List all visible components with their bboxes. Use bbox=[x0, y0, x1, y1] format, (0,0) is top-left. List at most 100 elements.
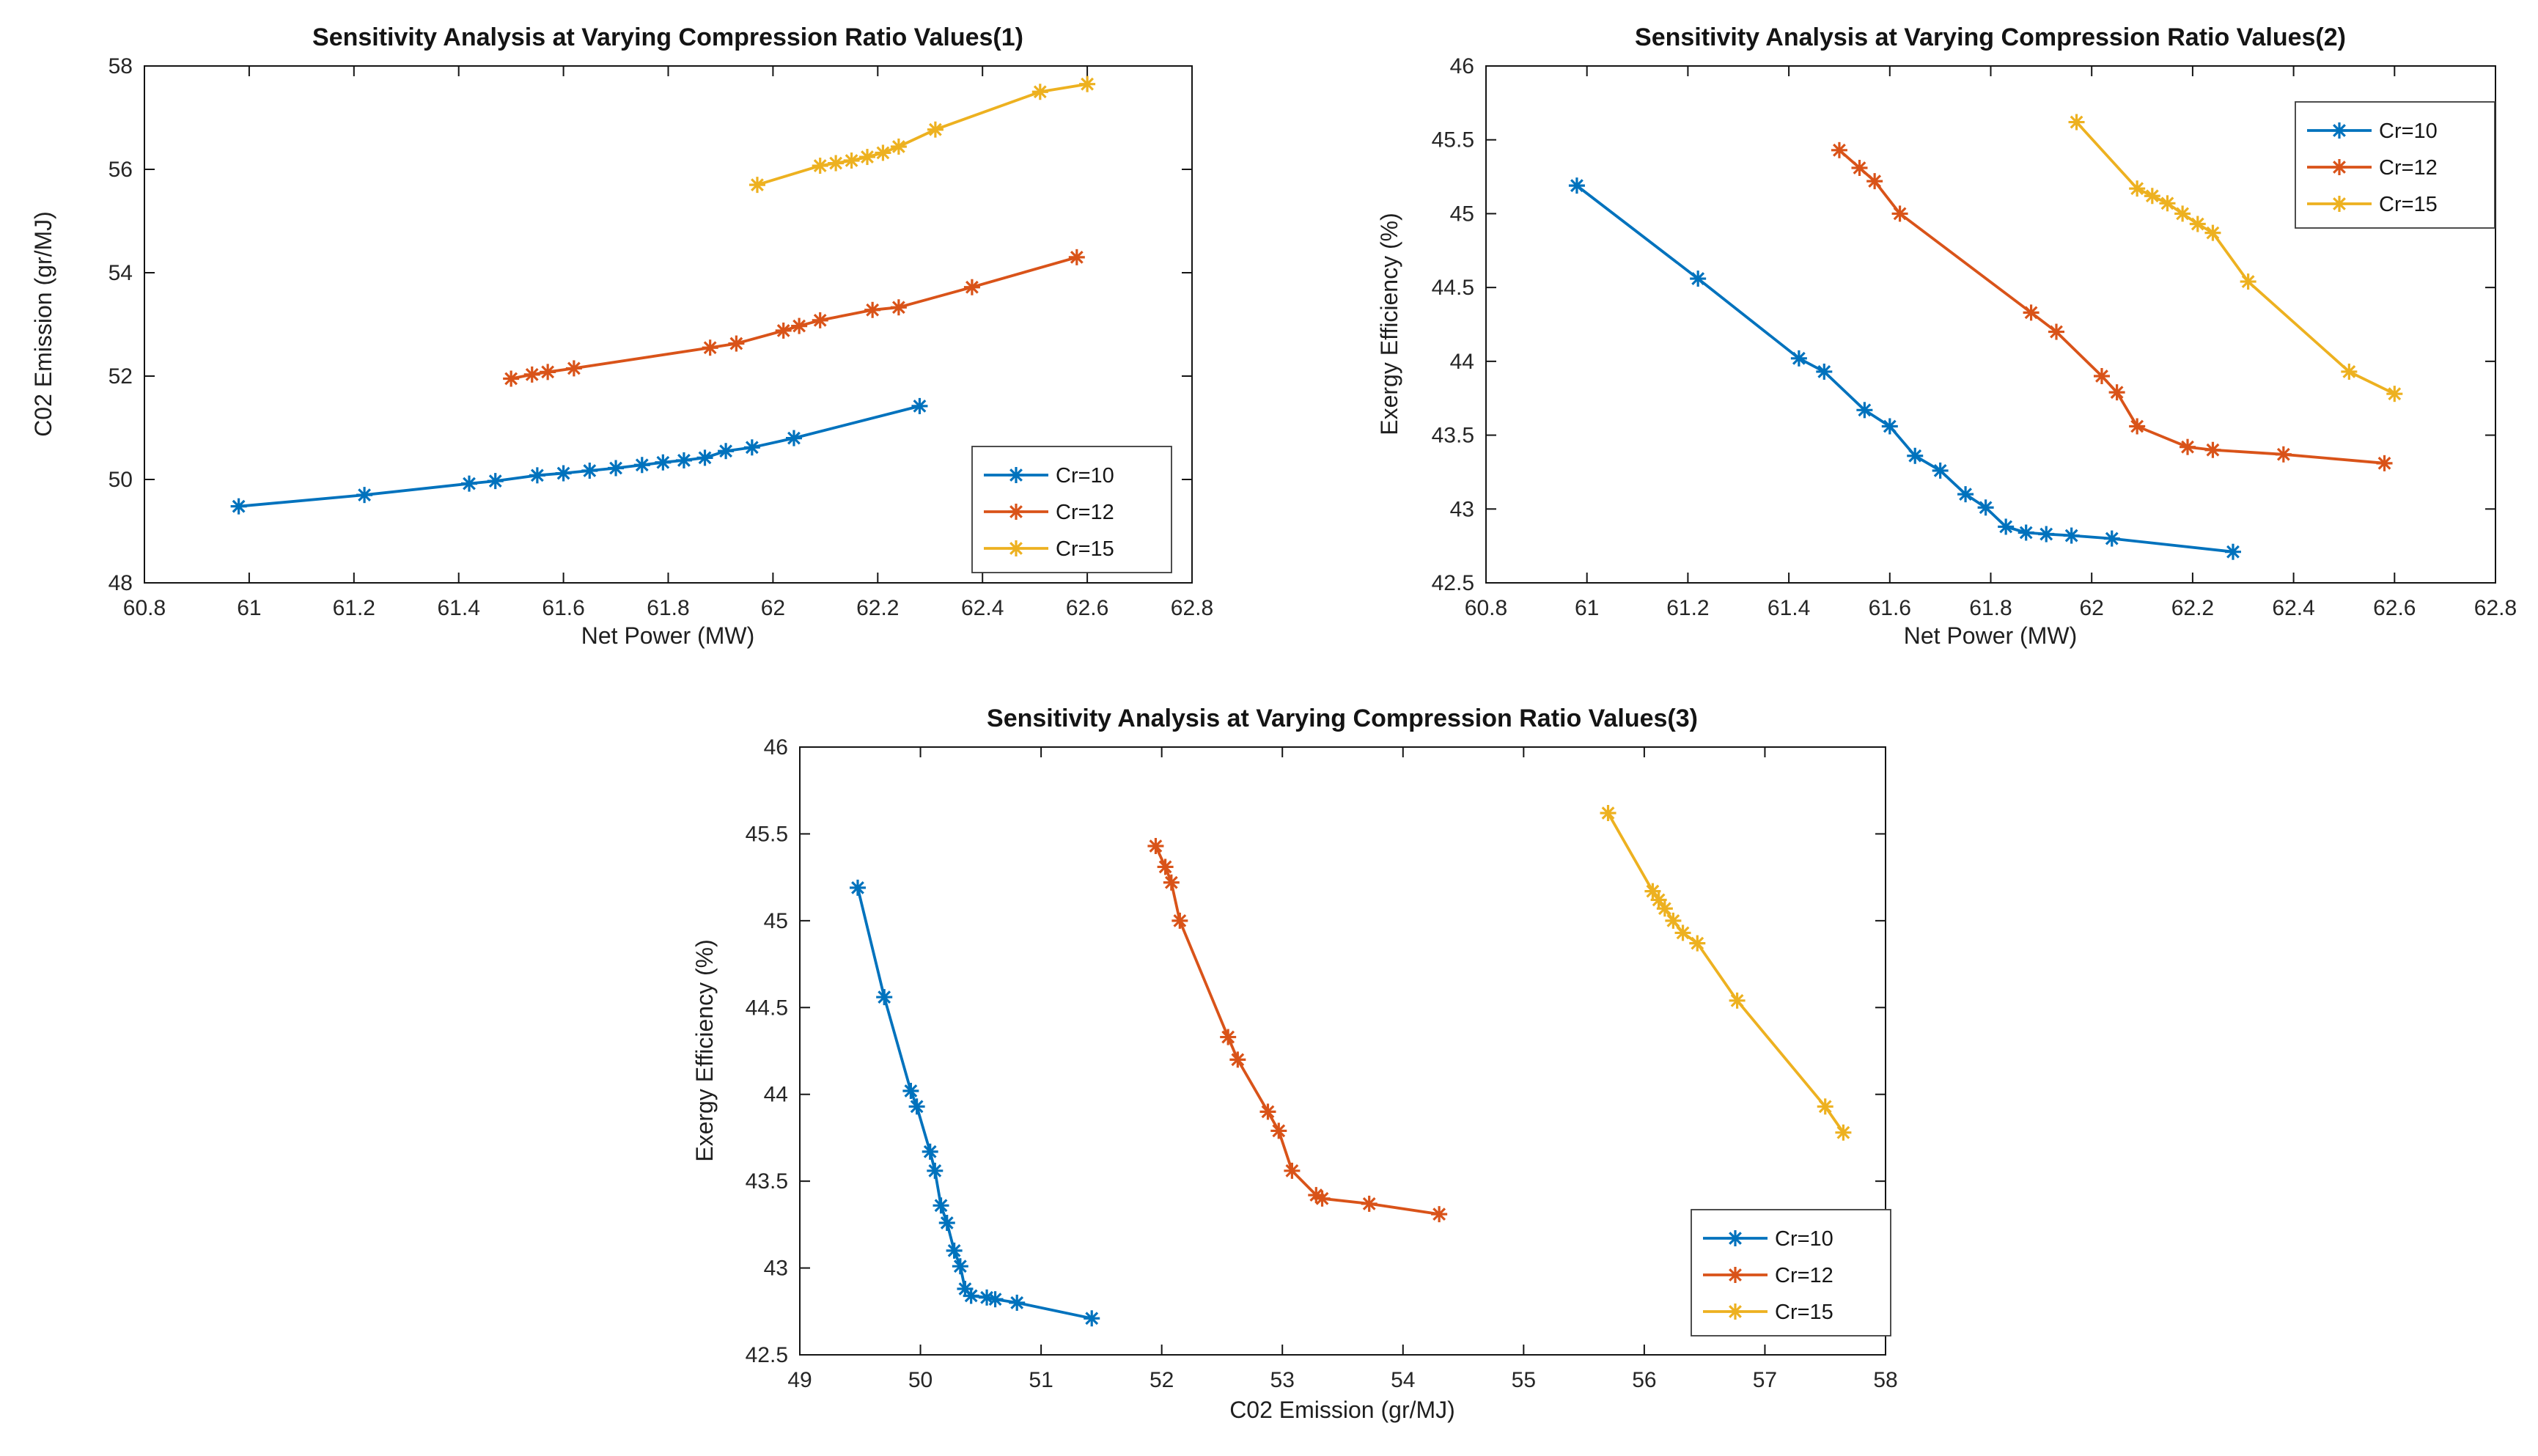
x-axis-ticks: 60.8 61 61.2 61.4 61.6 61.8 62 62.2 62.4 62.6 62.8 bbox=[1465, 66, 2517, 620]
series-cr-15 bbox=[748, 76, 1096, 194]
x-tick-label: 62.8 bbox=[1171, 596, 1213, 620]
y-tick-label: 46 bbox=[1450, 54, 1474, 78]
y-tick-label: 45.5 bbox=[1432, 128, 1474, 152]
y-tick-label: 44 bbox=[764, 1083, 788, 1107]
y-tick-label: 43 bbox=[764, 1257, 788, 1281]
y-axis-ticks: 42.5 43 43.5 44 44.5 45 45.5 46 bbox=[746, 735, 1886, 1367]
legend: Cr=10 Cr=12 Cr=15 bbox=[971, 446, 1172, 573]
x-tick-label: 52 bbox=[1150, 1368, 1174, 1392]
chart-2-title: Sensitivity Analysis at Varying Compress… bbox=[1635, 23, 2346, 51]
x-tick-label: 62.4 bbox=[961, 596, 1004, 620]
x-tick-label: 61.4 bbox=[438, 596, 480, 620]
y-axis-ticks: 48 50 52 54 56 58 bbox=[108, 54, 1192, 595]
chart-3-title: Sensitivity Analysis at Varying Compress… bbox=[987, 705, 1698, 732]
x-tick-label: 62.4 bbox=[2272, 596, 2314, 620]
x-tick-label: 54 bbox=[1391, 1368, 1415, 1392]
x-tick-label: 53 bbox=[1270, 1368, 1295, 1392]
x-tick-label: 57 bbox=[1753, 1368, 1777, 1392]
series-line bbox=[1575, 184, 2234, 554]
x-axis-ticks: 60.8 61 61.2 61.4 61.6 61.8 62 62.2 62.4 62.6 62.8 bbox=[123, 66, 1213, 620]
x-tick-label: 60.8 bbox=[123, 596, 166, 620]
series-cr-12 bbox=[503, 249, 1085, 387]
legend-entry-label: Cr=15 bbox=[1775, 1301, 1833, 1324]
series-cr-10 bbox=[1568, 177, 2241, 560]
legend-box bbox=[971, 446, 1172, 573]
y-tick-label: 48 bbox=[108, 571, 133, 595]
y-tick-label: 43 bbox=[1450, 497, 1474, 521]
legend: Cr=10 Cr=12 Cr=15 bbox=[2295, 101, 2495, 229]
chart-3-xlabel: C02 Emission (gr/MJ) bbox=[1229, 1397, 1455, 1423]
y-tick-label: 44.5 bbox=[1432, 276, 1474, 300]
legend-entry-label: Cr=12 bbox=[1056, 501, 1114, 524]
x-tick-label: 62 bbox=[761, 596, 785, 620]
legend-box bbox=[1691, 1209, 1891, 1336]
x-tick-label: 61.6 bbox=[1869, 596, 1911, 620]
legend: Cr=10 Cr=12 Cr=15 bbox=[1691, 1209, 1891, 1336]
series-cr-15 bbox=[2068, 114, 2403, 402]
x-tick-label: 56 bbox=[1632, 1368, 1656, 1392]
chart-2: Sensitivity Analysis at Varying Compress… bbox=[1376, 23, 2517, 649]
x-tick-label: 61.8 bbox=[647, 596, 689, 620]
x-tick-label: 50 bbox=[908, 1368, 933, 1392]
x-tick-label: 62.2 bbox=[856, 596, 899, 620]
chart-3: Sensitivity Analysis at Varying Compress… bbox=[691, 705, 1898, 1423]
chart-1-ylabel: C02 Emission (gr/MJ) bbox=[30, 211, 56, 437]
chart-2-ylabel: Exergy Efficiency (%) bbox=[1376, 213, 1402, 435]
y-tick-label: 43.5 bbox=[1432, 424, 1474, 448]
y-tick-label: 45 bbox=[764, 909, 788, 933]
legend-entry-label: Cr=10 bbox=[2379, 120, 2438, 143]
x-tick-label: 51 bbox=[1029, 1368, 1053, 1392]
chart-1-plot: 60.8 61 61.2 61.4 61.6 61.8 62 62.2 62.4 62.6 62.8… bbox=[108, 54, 1214, 620]
series-cr-10 bbox=[849, 879, 1100, 1327]
y-tick-label: 54 bbox=[108, 261, 133, 285]
x-tick-label: 62.2 bbox=[2171, 596, 2214, 620]
x-tick-label: 62.8 bbox=[2474, 596, 2517, 620]
x-tick-label: 60.8 bbox=[1465, 596, 1507, 620]
x-tick-label: 61 bbox=[1575, 596, 1599, 620]
x-tick-label: 61.8 bbox=[1969, 596, 2012, 620]
chart-2-xlabel: Net Power (MW) bbox=[1904, 622, 2077, 649]
x-tick-label: 58 bbox=[1873, 1368, 1897, 1392]
y-tick-label: 45 bbox=[1450, 202, 1474, 226]
series-line bbox=[238, 405, 920, 508]
chart-1-title: Sensitivity Analysis at Varying Compress… bbox=[312, 23, 1023, 51]
y-tick-label: 52 bbox=[108, 364, 133, 389]
x-tick-label: 61.4 bbox=[1768, 596, 1810, 620]
y-tick-label: 45.5 bbox=[746, 822, 788, 846]
y-tick-label: 46 bbox=[764, 735, 788, 760]
y-tick-label: 44.5 bbox=[746, 996, 788, 1020]
y-tick-label: 44 bbox=[1450, 350, 1474, 374]
legend-entry-label: Cr=15 bbox=[2379, 193, 2438, 216]
x-tick-label: 61.6 bbox=[542, 596, 584, 620]
y-tick-label: 56 bbox=[108, 158, 133, 182]
chart-3-plot: 49 50 51 52 53 54 55 56 57 58 42.5 43 43.5 44 44.5 45 45… bbox=[746, 735, 1898, 1392]
x-tick-label: 55 bbox=[1512, 1368, 1536, 1392]
x-axis-ticks: 49 50 51 52 53 54 55 56 57 58 bbox=[787, 747, 1898, 1392]
legend-entry-label: Cr=12 bbox=[2379, 156, 2438, 180]
y-tick-label: 42.5 bbox=[1432, 571, 1474, 595]
series-cr-10 bbox=[230, 397, 928, 515]
y-tick-label: 58 bbox=[108, 54, 133, 78]
legend-entry-label: Cr=10 bbox=[1775, 1227, 1833, 1251]
chart-1: Sensitivity Analysis at Varying Compress… bbox=[30, 23, 1213, 649]
series-cr-12 bbox=[1147, 838, 1448, 1223]
x-tick-label: 61.2 bbox=[1666, 596, 1709, 620]
legend-entry-label: Cr=12 bbox=[1775, 1264, 1833, 1287]
series-cr-15 bbox=[1600, 805, 1852, 1141]
chart-2-plot: 60.8 61 61.2 61.4 61.6 61.8 62 62.2 62.4 62.6 62.8… bbox=[1432, 54, 2517, 620]
legend-entry-label: Cr=10 bbox=[1056, 464, 1114, 488]
series-line bbox=[757, 82, 1088, 186]
x-tick-label: 62 bbox=[2080, 596, 2104, 620]
x-tick-label: 49 bbox=[787, 1368, 812, 1392]
chart-1-xlabel: Net Power (MW) bbox=[581, 622, 754, 649]
series-line bbox=[2075, 121, 2396, 395]
chart-3-ylabel: Exergy Efficiency (%) bbox=[691, 939, 718, 1162]
series-cr-12 bbox=[1831, 141, 2393, 471]
y-tick-label: 42.5 bbox=[746, 1343, 788, 1367]
x-tick-label: 61 bbox=[237, 596, 261, 620]
y-axis-ticks: 42.5 43 43.5 44 44.5 45 45.5 46 bbox=[1432, 54, 2495, 595]
x-tick-label: 62.6 bbox=[1066, 596, 1108, 620]
x-tick-label: 61.2 bbox=[333, 596, 375, 620]
